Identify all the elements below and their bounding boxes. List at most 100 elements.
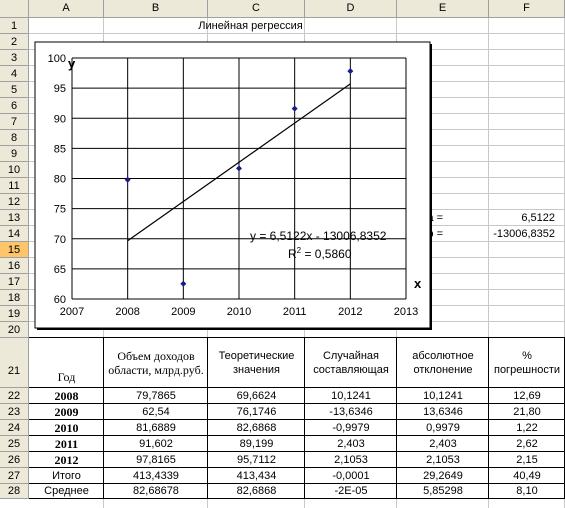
row-header-26[interactable]: 26: [0, 452, 29, 468]
table-cell[interactable]: 10,1241: [423, 390, 463, 402]
row-header-3[interactable]: 3: [0, 50, 29, 66]
average-row-cell[interactable]: 82,6868: [236, 485, 277, 497]
row-header-22[interactable]: 22: [0, 388, 29, 404]
row-header-12[interactable]: 12: [0, 194, 29, 210]
table-header-3[interactable]: Теоретические значения: [218, 350, 295, 376]
table-cell[interactable]: 95,7112: [237, 454, 276, 466]
row-header-18[interactable]: 18: [0, 290, 29, 306]
row-header-14[interactable]: 14: [0, 226, 29, 242]
table-cell[interactable]: 62,54: [142, 406, 170, 418]
table-cell[interactable]: 1,22: [516, 422, 538, 434]
year-cell[interactable]: 2011: [54, 437, 79, 451]
year-cell[interactable]: 2009: [54, 405, 79, 419]
table-cell[interactable]: 91,602: [139, 438, 173, 450]
row-header-4[interactable]: 4: [0, 66, 29, 82]
total-row-cell[interactable]: 29,2649: [423, 470, 463, 482]
table-cell[interactable]: 0,9979: [426, 422, 460, 434]
table-cell[interactable]: 81,6889: [136, 422, 176, 434]
table-cell[interactable]: 97,8165: [136, 454, 176, 466]
column-header-c[interactable]: C: [208, 0, 305, 18]
table-cell[interactable]: 2,1053: [426, 454, 460, 466]
table-header-2[interactable]: Объем доходов области, млрд.руб.: [108, 349, 204, 377]
average-row-cell[interactable]: -2E-05: [334, 485, 368, 497]
average-row-cell[interactable]: 8,10: [516, 485, 538, 497]
y-tick-label: 60: [54, 294, 66, 306]
x-tick-label: 2009: [171, 306, 195, 318]
table-cell[interactable]: 79,7865: [136, 390, 176, 402]
year-cell[interactable]: 2012: [54, 453, 79, 467]
param-a-value[interactable]: 6,5122: [521, 212, 555, 224]
total-row-cell[interactable]: -0,0001: [332, 470, 370, 482]
year-cell[interactable]: 2010: [54, 421, 79, 435]
row-header-23[interactable]: 23: [0, 404, 29, 420]
total-row-cell[interactable]: 413,4339: [133, 470, 179, 482]
y-axis-label: y: [68, 56, 76, 71]
row-header-21[interactable]: 21: [0, 338, 29, 388]
row-header-5[interactable]: 5: [0, 82, 29, 98]
r-squared-label: R2 = 0,5860: [288, 246, 352, 261]
row-header-17[interactable]: 17: [0, 274, 29, 290]
row-header-8[interactable]: 8: [0, 130, 29, 146]
table-header-4[interactable]: Случайная составляющая: [313, 350, 389, 376]
row-header-7[interactable]: 7: [0, 114, 29, 130]
param-b-value[interactable]: -13006,8352: [493, 228, 555, 240]
row-header-1[interactable]: 1: [0, 18, 29, 34]
total-row-cell[interactable]: 413,434: [236, 470, 277, 482]
sheet-title[interactable]: Линейная регрессия: [198, 20, 303, 32]
row-header-16[interactable]: 16: [0, 258, 29, 274]
row-header-2[interactable]: 2: [0, 34, 29, 50]
table-cell[interactable]: -13,6346: [329, 406, 373, 418]
table-cell[interactable]: 2,1053: [334, 454, 368, 466]
table-cell[interactable]: 82,6868: [236, 422, 277, 434]
table-cell[interactable]: 69,6624: [236, 390, 277, 402]
table-cell[interactable]: 2,403: [337, 438, 365, 450]
table-cell[interactable]: 10,1241: [331, 390, 371, 402]
y-tick-label: 100: [48, 53, 66, 65]
table-header-5[interactable]: абсолютное отклонение: [412, 350, 474, 376]
average-row-cell[interactable]: Среднее: [44, 485, 89, 497]
table-cell[interactable]: 21,80: [513, 406, 541, 418]
r-squared-value: = 0,5860: [301, 247, 352, 261]
y-tick-label: 90: [54, 113, 66, 125]
row-header-10[interactable]: 10: [0, 162, 29, 178]
column-header-a[interactable]: A: [29, 0, 104, 18]
table-cell[interactable]: 2,403: [429, 438, 457, 450]
table-cell[interactable]: -0,9979: [332, 422, 370, 434]
table-cell[interactable]: 89,199: [239, 438, 274, 450]
x-tick-label: 2007: [60, 306, 84, 318]
column-header-b[interactable]: B: [104, 0, 208, 18]
column-header-d[interactable]: D: [305, 0, 397, 18]
table-header-1[interactable]: Год: [57, 370, 76, 384]
select-all-corner[interactable]: [0, 0, 29, 18]
x-tick-label: 2010: [227, 306, 251, 318]
row-header-25[interactable]: 25: [0, 436, 29, 452]
row-header-9[interactable]: 9: [0, 146, 29, 162]
year-cell[interactable]: 2008: [54, 389, 79, 403]
total-row-cell[interactable]: 40,49: [513, 470, 541, 482]
table-cell[interactable]: 2,62: [516, 438, 538, 450]
row-header-11[interactable]: 11: [0, 178, 29, 194]
total-row-cell[interactable]: Итого: [52, 470, 81, 482]
row-header-24[interactable]: 24: [0, 420, 29, 436]
average-row-cell[interactable]: 5,85298: [423, 485, 463, 497]
r-squared-superscript: 2: [297, 246, 302, 255]
y-tick-label: 80: [54, 174, 66, 186]
y-tick-label: 70: [54, 234, 66, 246]
y-tick-label: 65: [54, 264, 66, 276]
column-header-e[interactable]: E: [397, 0, 489, 18]
chart-area: [34, 41, 431, 329]
table-cell[interactable]: 12,69: [513, 390, 541, 402]
table-cell[interactable]: 2,15: [516, 454, 538, 466]
row-header-6[interactable]: 6: [0, 98, 29, 114]
row-header-28[interactable]: 28: [0, 484, 29, 499]
row-header-15[interactable]: 15: [0, 242, 29, 258]
row-header-20[interactable]: 20: [0, 322, 29, 338]
row-header-13[interactable]: 13: [0, 210, 29, 226]
row-header-27[interactable]: 27: [0, 468, 29, 484]
row-header-19[interactable]: 19: [0, 306, 29, 322]
table-header-6[interactable]: % погрешности: [493, 350, 561, 376]
table-cell[interactable]: 76,1746: [236, 406, 277, 418]
average-row-cell[interactable]: 82,68678: [133, 485, 179, 497]
table-cell[interactable]: 13,6346: [423, 406, 463, 418]
